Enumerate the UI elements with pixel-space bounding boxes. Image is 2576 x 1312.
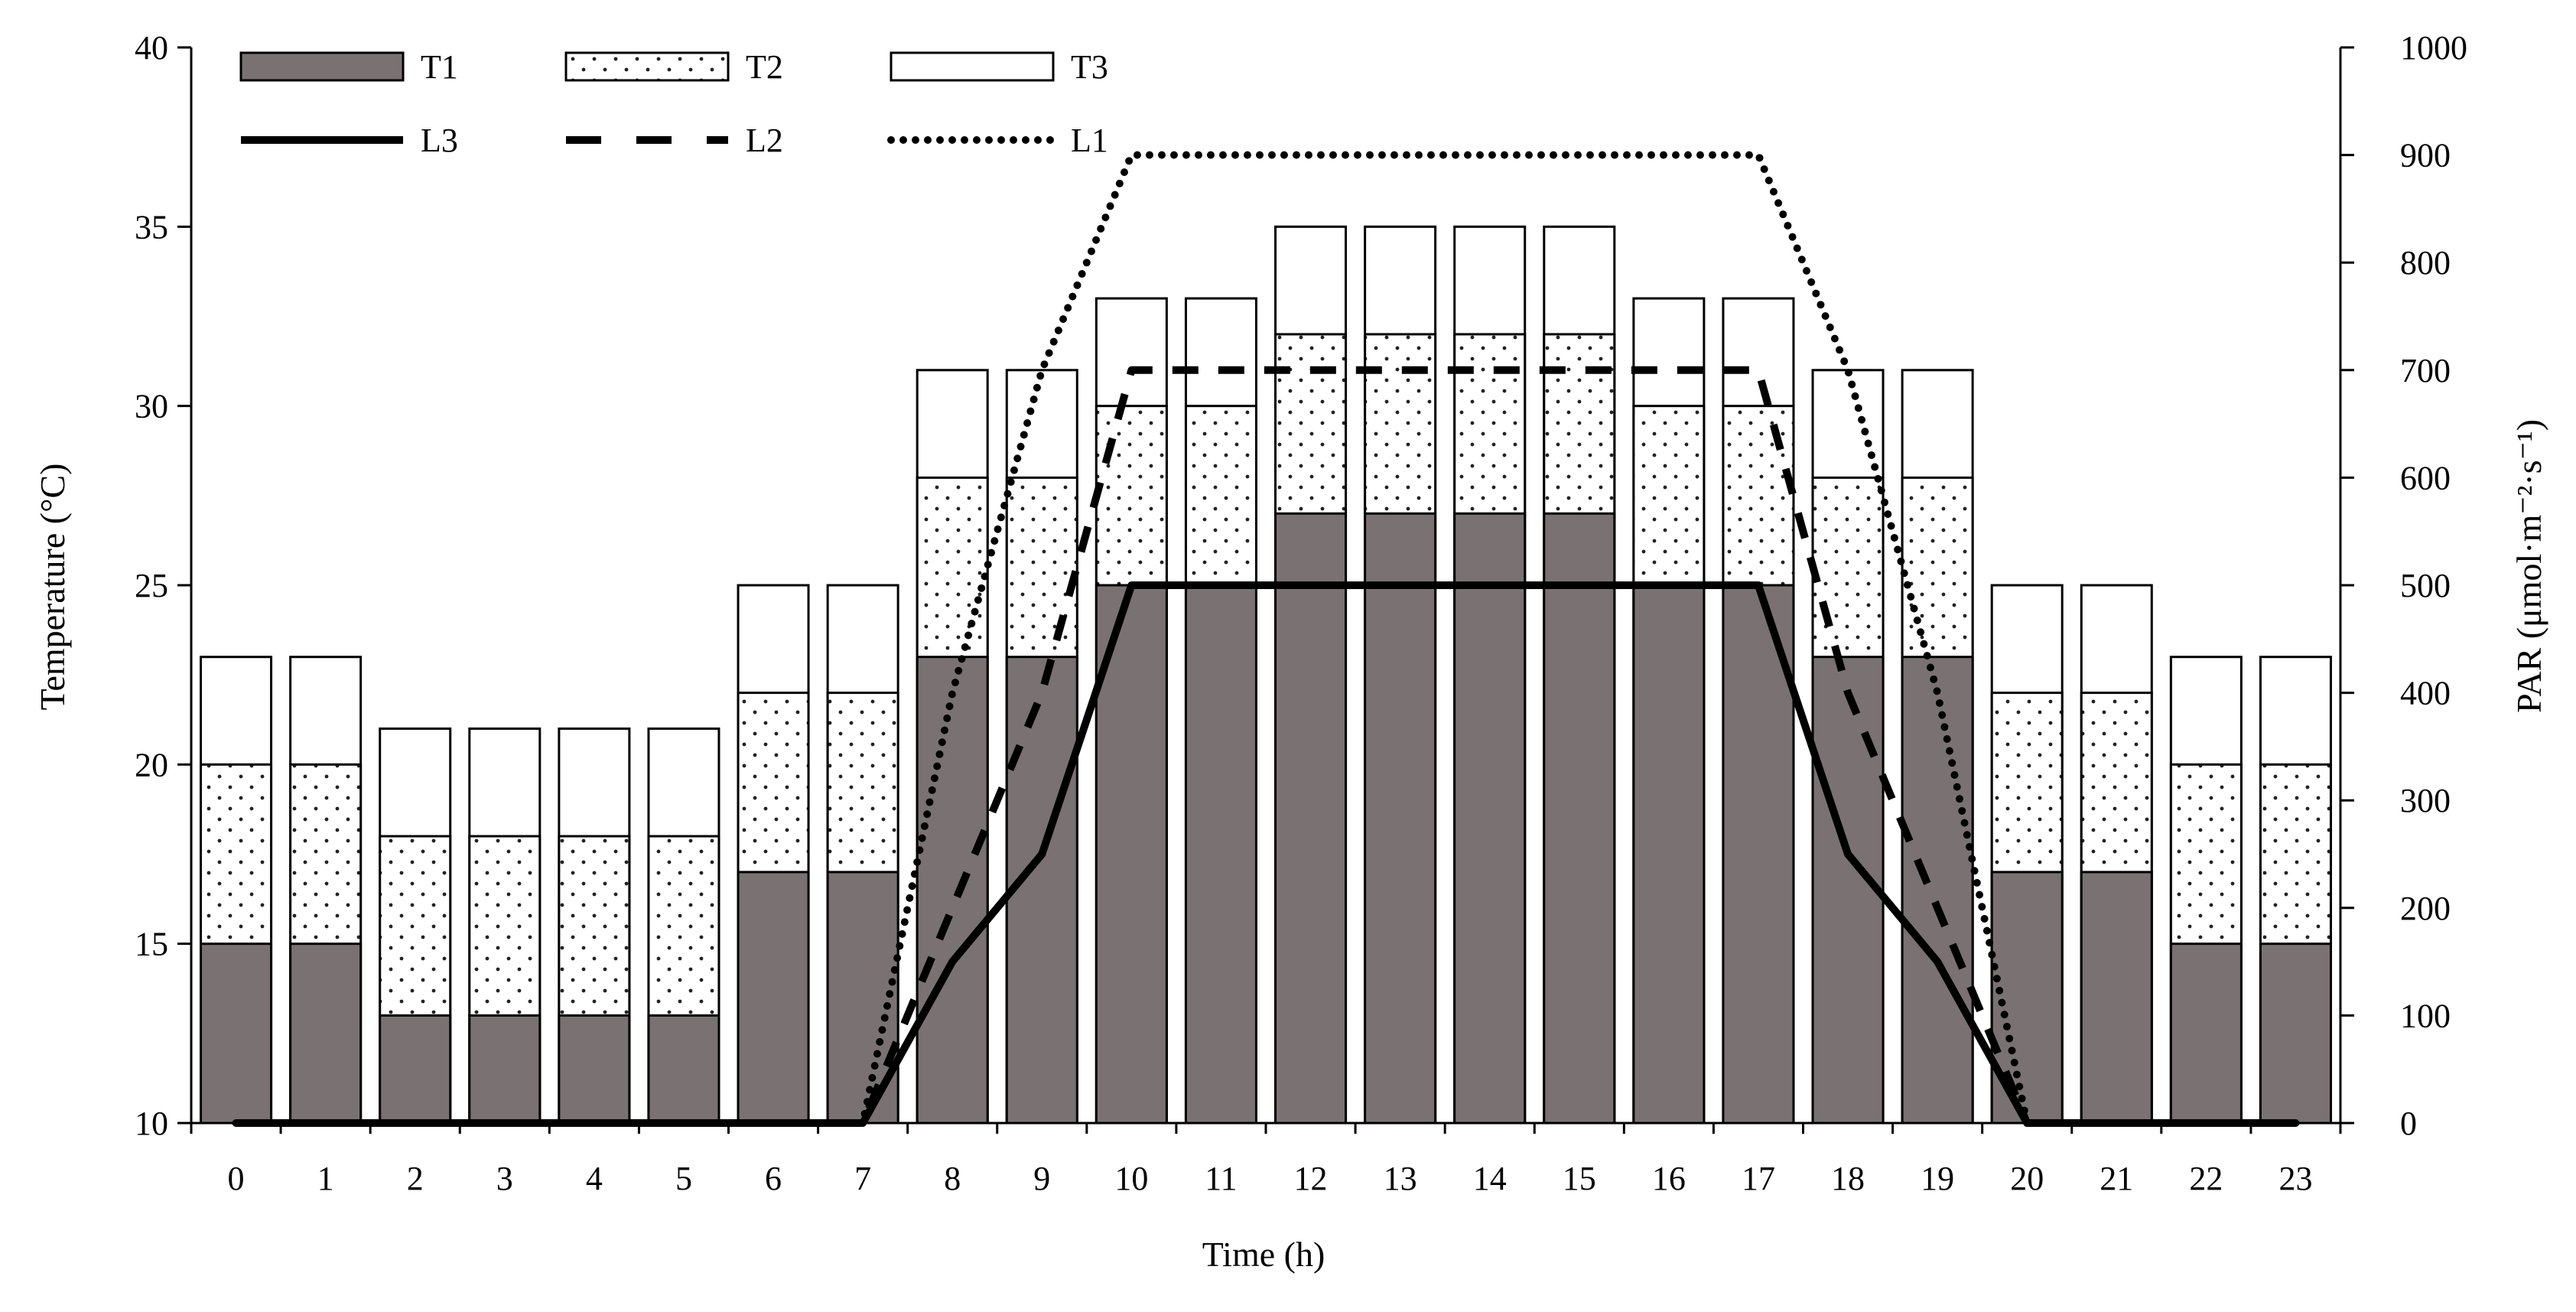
bar-t1-6 [737, 871, 810, 1125]
line-l3 [236, 581, 2296, 1127]
x-tick-label: 17 [1742, 1160, 1775, 1197]
y-right-tick-label: 700 [2400, 352, 2451, 389]
x-tick-label: 1 [317, 1160, 334, 1197]
y-left-tick-label: 40 [135, 29, 168, 67]
x-tick-label: 0 [228, 1160, 245, 1197]
lines-layer [232, 151, 2300, 1127]
legend-label-l1: L1 [1071, 122, 1108, 159]
x-tick-label: 9 [1033, 1160, 1050, 1197]
x-tick-label: 22 [2189, 1160, 2223, 1197]
bar-t1-5 [647, 1014, 720, 1125]
y-right-tick-label: 300 [2400, 782, 2451, 819]
legend-label-t2: T2 [746, 48, 783, 86]
bar-t1-13 [1364, 512, 1437, 1125]
y-left-tick-label: 20 [135, 746, 168, 783]
y-axis-right-title: PAR (μmol·m⁻²·s⁻¹) [2509, 419, 2548, 713]
bar-t1-12 [1274, 512, 1348, 1125]
bar-t1-8 [916, 656, 989, 1125]
bar-t1-0 [200, 942, 273, 1125]
y-left-tick-label: 10 [135, 1105, 168, 1142]
legend-swatch-t1 [239, 51, 405, 82]
x-tick-label: 14 [1473, 1160, 1507, 1197]
bar-t1-19 [1901, 656, 1974, 1125]
x-tick-label: 16 [1652, 1160, 1686, 1197]
x-tick-label: 2 [407, 1160, 424, 1197]
y-right-tick-label: 0 [2400, 1105, 2417, 1142]
line-l1 [232, 151, 2300, 1127]
y-right-tick-label: 400 [2400, 675, 2451, 712]
bar-t1-18 [1811, 656, 1885, 1125]
y-right-tick-label: 1000 [2400, 29, 2467, 67]
y-left-tick-label: 35 [135, 208, 168, 246]
bar-t1-15 [1543, 512, 1616, 1125]
x-tick-label: 15 [1563, 1160, 1596, 1197]
y-right-tick-label: 800 [2400, 244, 2451, 282]
legend: T1 T2 T3 L3 L2 L1 [239, 48, 1108, 159]
legend-label-l3: L3 [421, 122, 458, 159]
bar-t1-14 [1453, 512, 1527, 1125]
x-tick-label: 11 [1205, 1160, 1237, 1197]
x-axis-title: Time (h) [1202, 1235, 1325, 1274]
x-tick-label: 5 [675, 1160, 692, 1197]
x-tick-label: 23 [2278, 1160, 2312, 1197]
x-tick-label: 12 [1294, 1160, 1328, 1197]
line-l2 [236, 366, 2296, 1127]
bar-t1-3 [468, 1014, 542, 1125]
y-right-tick-label: 900 [2400, 137, 2451, 174]
bar-t1-1 [289, 942, 363, 1125]
legend-label-t3: T3 [1071, 48, 1108, 86]
x-tick-label: 13 [1384, 1160, 1417, 1197]
bar-t1-2 [379, 1014, 452, 1125]
y-right-tick-label: 100 [2400, 997, 2451, 1034]
y-right-tick-label: 600 [2400, 459, 2451, 496]
x-tick-label: 10 [1114, 1160, 1148, 1197]
x-tick-label: 20 [2010, 1160, 2044, 1197]
x-tick-label: 8 [944, 1160, 961, 1197]
bar-t1-21 [2080, 871, 2153, 1125]
y-right-tick-label: 200 [2400, 890, 2451, 927]
x-tick-label: 7 [854, 1160, 871, 1197]
bar-t1-23 [2259, 942, 2332, 1125]
y-left-tick-label: 15 [135, 926, 168, 963]
bar-t1-4 [558, 1014, 631, 1125]
bar-t1-9 [1005, 656, 1078, 1125]
y-right-tick-label: 500 [2400, 567, 2451, 604]
y-left-tick-label: 30 [135, 388, 168, 425]
bar-t1-11 [1184, 584, 1257, 1125]
bar-t1-22 [2169, 942, 2243, 1125]
legend-label-l2: L2 [746, 122, 783, 159]
x-tick-label: 4 [586, 1160, 603, 1197]
bars-layer [200, 225, 2332, 1125]
legend-swatch-t2 [564, 51, 730, 82]
x-tick-label: 19 [1921, 1160, 1954, 1197]
x-tick-label: 18 [1831, 1160, 1865, 1197]
x-tick-label: 3 [496, 1160, 513, 1197]
legend-label-t1: T1 [421, 48, 458, 86]
bar-t1-10 [1094, 584, 1168, 1125]
bar-t1-16 [1632, 584, 1706, 1125]
legend-swatch-t3 [890, 51, 1055, 82]
ticks-layer: 1015202530354001002003004005006007008009… [135, 29, 2467, 1197]
y-axis-left-title: Temperature (°C) [33, 464, 72, 711]
x-tick-label: 6 [765, 1160, 782, 1197]
x-tick-label: 21 [2100, 1160, 2133, 1197]
y-left-tick-label: 25 [135, 567, 168, 604]
